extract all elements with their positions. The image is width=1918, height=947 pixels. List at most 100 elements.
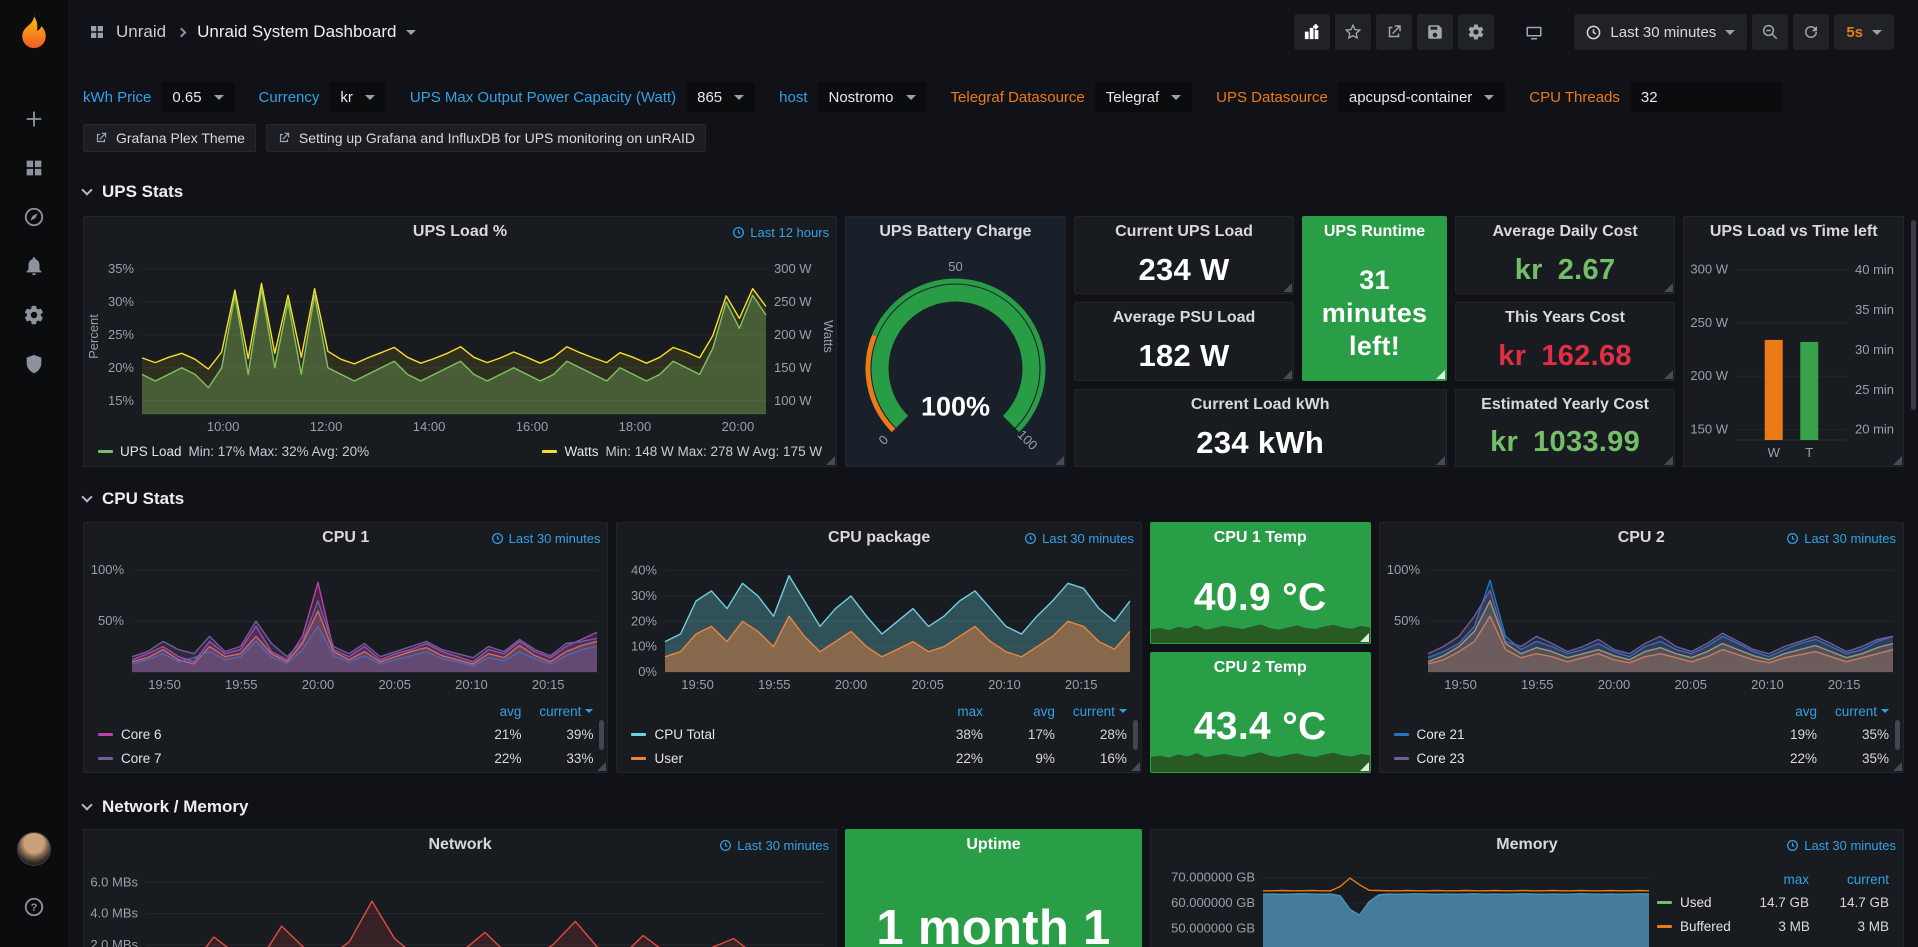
variable-text-input[interactable]: 32 bbox=[1629, 82, 1782, 112]
sidebar-item-help[interactable]: ? bbox=[10, 882, 58, 931]
svg-text:20:05: 20:05 bbox=[1674, 677, 1707, 692]
series-name[interactable]: Core 7 bbox=[98, 751, 449, 766]
add-panel-button[interactable] bbox=[1294, 14, 1331, 50]
series-name[interactable]: Core 23 bbox=[1393, 751, 1745, 766]
legend-column-max[interactable]: max bbox=[1783, 871, 1809, 887]
variable-value-dropdown[interactable]: Telegraf bbox=[1094, 82, 1193, 112]
legend-column-current[interactable]: current bbox=[521, 704, 594, 719]
chevron-down-icon[interactable] bbox=[406, 29, 417, 35]
series-name[interactable]: Buffered bbox=[1657, 919, 1731, 934]
panel-title[interactable]: UPS Load % bbox=[412, 223, 508, 240]
legend-row[interactable]: Core 21 19% 35% bbox=[1393, 722, 1889, 746]
dashboard-title[interactable]: Unraid System Dashboard bbox=[197, 22, 397, 41]
variable-value-dropdown[interactable]: 865 bbox=[686, 82, 756, 112]
series-name[interactable]: Core 6 bbox=[98, 727, 449, 742]
panel-title[interactable]: Memory bbox=[1496, 836, 1558, 853]
refresh-interval-picker[interactable]: 5s bbox=[1834, 14, 1894, 50]
legend-row[interactable]: Buffered 3 MB 3 MB bbox=[1657, 914, 1889, 938]
legend-scrollbar[interactable] bbox=[1132, 720, 1138, 750]
legend-row[interactable]: User 22% 9% 16% bbox=[631, 746, 1127, 770]
legend-column-current[interactable]: current bbox=[1817, 704, 1889, 719]
legend-row[interactable]: Core 7 22% 33% bbox=[98, 746, 593, 770]
sidebar-item-configuration[interactable] bbox=[10, 290, 58, 339]
panel-title[interactable]: CPU 2 Temp bbox=[1213, 658, 1307, 676]
panel-title[interactable]: Uptime bbox=[966, 836, 1021, 853]
panel-title[interactable]: UPS Runtime bbox=[1323, 223, 1426, 240]
section-network-memory[interactable]: Network / Memory bbox=[81, 793, 1904, 821]
cpu2-chart[interactable]: 50% 100% 19:50 19:55 20:00 20:05 20:10 20:15 bbox=[1380, 553, 1903, 696]
refresh-button[interactable] bbox=[1793, 14, 1830, 50]
legend-row[interactable]: Core 6 21% 39% bbox=[98, 722, 593, 746]
sidebar-item-dashboards[interactable] bbox=[10, 143, 58, 192]
panel-title[interactable]: Current Load kWh bbox=[1190, 395, 1330, 413]
legend-scrollbar[interactable] bbox=[599, 720, 605, 750]
ups-load-chart[interactable]: 15% 20% 25% 30% 35% 100 W 150 W 200 W 250 W 300 W… bbox=[84, 247, 836, 440]
link-ups-monitoring-guide[interactable]: Setting up Grafana and InfluxDB for UPS … bbox=[265, 124, 707, 152]
panel-title[interactable]: Estimated Yearly Cost bbox=[1481, 395, 1649, 413]
panel-title[interactable]: CPU 1 bbox=[322, 529, 370, 546]
svg-text:50: 50 bbox=[948, 259, 962, 274]
series-current: 16% bbox=[1099, 750, 1127, 766]
cycle-view-mode-button[interactable] bbox=[1516, 14, 1552, 50]
panel-title[interactable]: CPU package bbox=[828, 529, 931, 546]
variable-value-dropdown[interactable]: 0.65 bbox=[161, 82, 235, 112]
breadcrumb-folder[interactable]: Unraid bbox=[116, 22, 167, 41]
link-grafana-plex-theme[interactable]: Grafana Plex Theme bbox=[83, 124, 256, 152]
series-name[interactable]: Used bbox=[1657, 895, 1729, 910]
series-name[interactable]: User bbox=[631, 751, 910, 766]
legend-row[interactable]: Core 23 22% 35% bbox=[1393, 746, 1889, 770]
series-max: 3 MB bbox=[1778, 918, 1810, 934]
time-range-picker[interactable]: Last 30 minutes bbox=[1574, 14, 1748, 50]
series-name[interactable]: Core 21 bbox=[1393, 727, 1745, 742]
sidebar-item-explore[interactable] bbox=[10, 192, 58, 241]
legend-column-avg[interactable]: avg bbox=[1795, 703, 1817, 719]
zoom-out-button[interactable] bbox=[1752, 14, 1789, 50]
legend-item-ups-load[interactable]: UPS Load Min: 17% Max: 32% Avg: 20% bbox=[98, 444, 369, 459]
sidebar-item-server-admin[interactable] bbox=[10, 339, 58, 388]
panel-title[interactable]: This Years Cost bbox=[1505, 309, 1625, 327]
cpu-package-chart[interactable]: 0% 10% 20% 30% 40% 19:50 19:55 20:00 20:05 20:10 2… bbox=[617, 553, 1140, 696]
series-name[interactable]: CPU Total bbox=[631, 727, 910, 742]
panel-title[interactable]: UPS Battery Charge bbox=[879, 223, 1032, 240]
legend-row[interactable]: Used 14.7 GB 14.7 GB bbox=[1657, 890, 1889, 914]
section-cpu-stats[interactable]: CPU Stats bbox=[81, 485, 1904, 513]
gear-icon bbox=[24, 305, 43, 324]
legend-column-current[interactable]: current bbox=[1846, 871, 1889, 887]
favorite-button[interactable] bbox=[1335, 14, 1372, 50]
panel-title[interactable]: Network bbox=[428, 836, 492, 853]
panel-title[interactable]: CPU 1 Temp bbox=[1213, 529, 1307, 546]
legend-column-avg[interactable]: avg bbox=[1033, 703, 1055, 719]
sidebar-item-alerting[interactable] bbox=[10, 241, 58, 290]
sidebar-item-create[interactable] bbox=[10, 94, 58, 143]
legend-column-current[interactable]: current bbox=[1055, 704, 1127, 719]
legend-scrollbar[interactable] bbox=[1895, 720, 1900, 750]
star-icon bbox=[1345, 23, 1362, 40]
legend-item-watts[interactable]: Watts Min: 148 W Max: 278 W Avg: 175 W bbox=[542, 444, 822, 459]
share-button[interactable] bbox=[1376, 14, 1413, 50]
panel-title[interactable]: CPU 2 bbox=[1617, 529, 1665, 546]
legend-column-avg[interactable]: avg bbox=[499, 703, 522, 719]
dashboard-settings-button[interactable] bbox=[1458, 14, 1495, 50]
cost-stat-cluster: Average Daily Cost kr 2.67 This Years Cos… bbox=[1454, 216, 1676, 467]
panel-title[interactable]: UPS Load vs Time left bbox=[1709, 223, 1878, 240]
ups-battery-gauge[interactable]: 0 50 100 100% bbox=[846, 247, 1065, 466]
section-ups-stats[interactable]: UPS Stats bbox=[81, 178, 1904, 206]
variable-value-dropdown[interactable]: apcupsd-container bbox=[1337, 82, 1506, 112]
page-scrollbar[interactable] bbox=[1911, 220, 1916, 410]
variable-value-dropdown[interactable]: Nostromo bbox=[817, 82, 927, 112]
ups-load-vs-time-chart[interactable]: 150 W 200 W 250 W 300 W 20 min 25 min 30 min 35… bbox=[1684, 247, 1903, 466]
user-avatar[interactable] bbox=[17, 832, 51, 866]
legend-column-max[interactable]: max bbox=[957, 703, 983, 719]
grafana-logo[interactable] bbox=[12, 10, 56, 54]
panel-title[interactable]: Average PSU Load bbox=[1112, 309, 1256, 327]
panel-title[interactable]: Current UPS Load bbox=[1115, 223, 1253, 240]
clock-icon bbox=[720, 840, 732, 851]
variable-current-value: 32 bbox=[1640, 88, 1658, 106]
panel-title[interactable]: Average Daily Cost bbox=[1492, 223, 1638, 240]
cpu1-chart[interactable]: 50% 100% 19:50 19:55 20:00 20:05 20:10 20:15 bbox=[84, 553, 607, 696]
legend-row[interactable]: CPU Total 38% 17% 28% bbox=[631, 722, 1127, 746]
save-button[interactable] bbox=[1417, 14, 1454, 50]
variable-value-dropdown[interactable]: kr bbox=[329, 82, 386, 112]
